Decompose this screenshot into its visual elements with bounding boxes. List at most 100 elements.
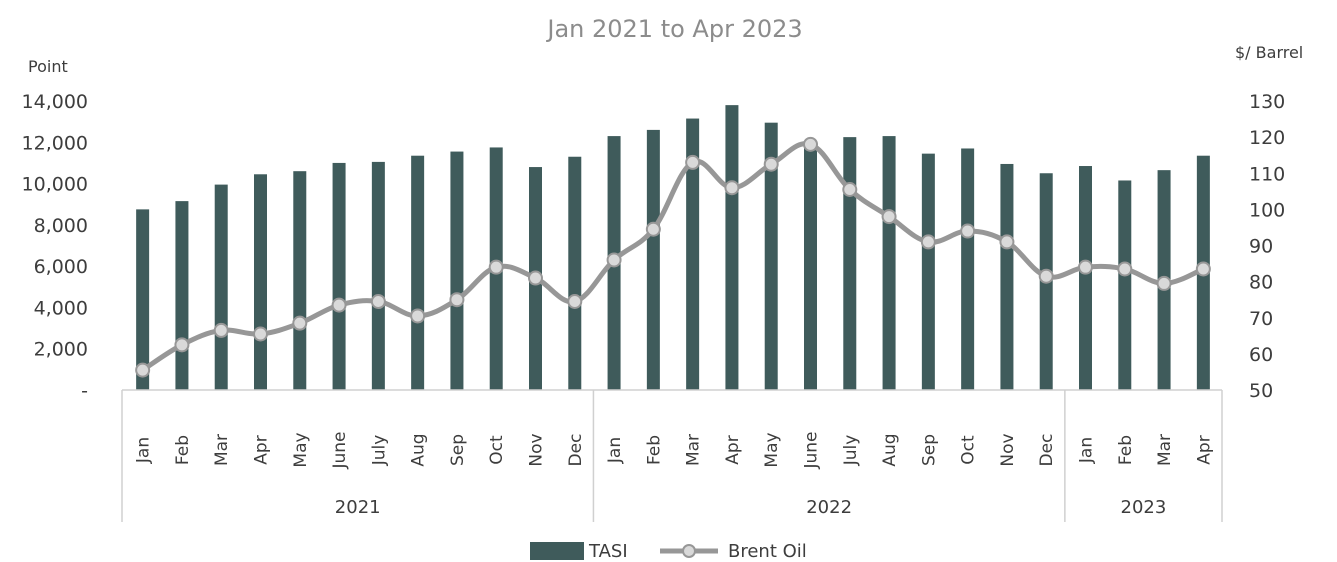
tasi-bar xyxy=(921,153,935,390)
x-tick-label: Feb xyxy=(173,435,193,465)
tasi-bar xyxy=(254,174,267,390)
right-tick-label: 60 xyxy=(1249,344,1273,366)
tasi-bar xyxy=(725,105,739,390)
tasi-bar xyxy=(1118,180,1132,390)
brent-oil-point xyxy=(253,326,268,342)
brent-oil-point xyxy=(449,292,465,308)
brent-oil-point xyxy=(763,156,779,172)
brent-oil-point xyxy=(685,154,701,170)
left-tick-label: 10,000 xyxy=(22,174,88,196)
legend: TASI Brent Oil xyxy=(530,541,807,562)
tasi-bar xyxy=(646,129,660,390)
brent-oil-point xyxy=(331,297,347,313)
tasi-bar xyxy=(843,137,857,390)
brent-oil-point xyxy=(960,223,976,239)
brent-oil-point xyxy=(213,322,229,338)
right-tick-label: 110 xyxy=(1249,163,1285,185)
brent-oil-point xyxy=(370,293,386,309)
brent-oil-point xyxy=(724,180,740,196)
year-group-label: 2023 xyxy=(1121,497,1167,518)
x-tick-label: Mar xyxy=(1155,434,1175,466)
x-tick-label: June xyxy=(802,431,822,469)
x-tick-label: Jan xyxy=(134,437,154,464)
x-tick-label: Apr xyxy=(252,435,272,464)
right-tick-label: 120 xyxy=(1249,127,1285,149)
tasi-bar xyxy=(764,122,778,391)
right-axis-ticks: 50 60 70 80 90 100 110 120 130 xyxy=(1249,91,1285,402)
x-tick-label: Mar xyxy=(684,434,704,466)
left-axis-ticks: - 2,000 4,000 6,000 8,000 10,000 12,000 14,000 xyxy=(22,91,88,402)
left-tick-label: 8,000 xyxy=(34,215,88,237)
brent-oil-point xyxy=(606,252,622,268)
brent-oil-point xyxy=(1195,261,1211,277)
legend-label-brent-oil: Brent Oil xyxy=(728,541,807,562)
brent-oil-line xyxy=(135,136,1211,378)
x-tick-label: Jan xyxy=(605,437,625,464)
brent-oil-point xyxy=(842,182,858,198)
tasi-bar xyxy=(450,151,464,390)
x-tick-label: Jan xyxy=(1077,437,1097,464)
tasi-bar xyxy=(175,201,189,390)
year-group-label: 2021 xyxy=(335,497,381,518)
tasi-bar xyxy=(332,162,346,390)
brent-oil-point xyxy=(528,270,543,286)
brent-oil-point xyxy=(1038,268,1054,284)
brent-oil-point xyxy=(135,362,151,378)
x-tick-label: Dec xyxy=(566,434,586,467)
right-tick-label: 80 xyxy=(1249,272,1273,294)
tasi-bar xyxy=(961,148,975,390)
brent-oil-point xyxy=(881,209,897,225)
x-tick-label: June xyxy=(330,431,350,469)
brent-oil-point xyxy=(567,293,583,309)
x-tick-label: Sep xyxy=(448,434,468,466)
left-tick-label: 2,000 xyxy=(34,339,88,361)
tasi-bars xyxy=(136,105,1210,391)
brent-oil-point xyxy=(1156,275,1172,291)
legend-swatch-tasi xyxy=(530,542,584,560)
x-tick-label: Nov xyxy=(527,433,547,466)
right-tick-label: 130 xyxy=(1249,91,1285,113)
legend-label-tasi: TASI xyxy=(588,541,628,562)
left-axis-label: Point xyxy=(28,57,68,76)
right-tick-label: 100 xyxy=(1249,199,1285,221)
x-tick-label: Feb xyxy=(644,435,664,465)
right-tick-label: 50 xyxy=(1249,380,1273,402)
left-tick-label: 4,000 xyxy=(34,297,88,319)
brent-oil-point xyxy=(488,259,504,275)
x-tick-label: May xyxy=(762,432,782,467)
left-tick-label: 14,000 xyxy=(22,91,88,113)
tasi-bar xyxy=(136,209,150,390)
x-tick-label: July xyxy=(841,435,861,467)
brent-oil-series-line xyxy=(141,141,1205,373)
x-tick-label: Sep xyxy=(919,434,939,466)
x-tick-label: Dec xyxy=(1037,434,1057,467)
x-tick-label: Aug xyxy=(880,433,900,466)
x-tick-label: Aug xyxy=(409,433,429,466)
brent-oil-point xyxy=(645,221,661,237)
x-tick-label: Oct xyxy=(959,435,979,465)
chart-title: Jan 2021 to Apr 2023 xyxy=(545,15,802,43)
left-tick-label: 12,000 xyxy=(22,132,88,154)
x-tick-label: Nov xyxy=(998,433,1018,466)
brent-oil-point xyxy=(174,337,190,353)
tasi-bar xyxy=(214,184,228,390)
brent-oil-point xyxy=(410,308,426,324)
x-tick-label: May xyxy=(291,432,311,467)
brent-oil-point xyxy=(292,315,308,331)
tasi-bar xyxy=(1079,166,1092,390)
x-tick-label: Mar xyxy=(212,434,232,466)
tasi-bar xyxy=(882,136,896,390)
year-group-label: 2022 xyxy=(806,497,852,518)
x-tick-label: Feb xyxy=(1116,435,1136,465)
right-axis-label: $/ Barrel xyxy=(1235,43,1303,62)
left-tick-label: 6,000 xyxy=(34,256,88,278)
tasi-bar xyxy=(293,171,307,390)
tasi-bar xyxy=(686,118,700,391)
tasi-bar xyxy=(411,155,425,390)
tasi-bar xyxy=(1000,163,1014,390)
legend-marker-brent-oil xyxy=(682,544,696,558)
x-tick-label: Apr xyxy=(723,435,743,464)
brent-oil-point xyxy=(1078,259,1093,275)
right-tick-label: 90 xyxy=(1249,236,1273,258)
